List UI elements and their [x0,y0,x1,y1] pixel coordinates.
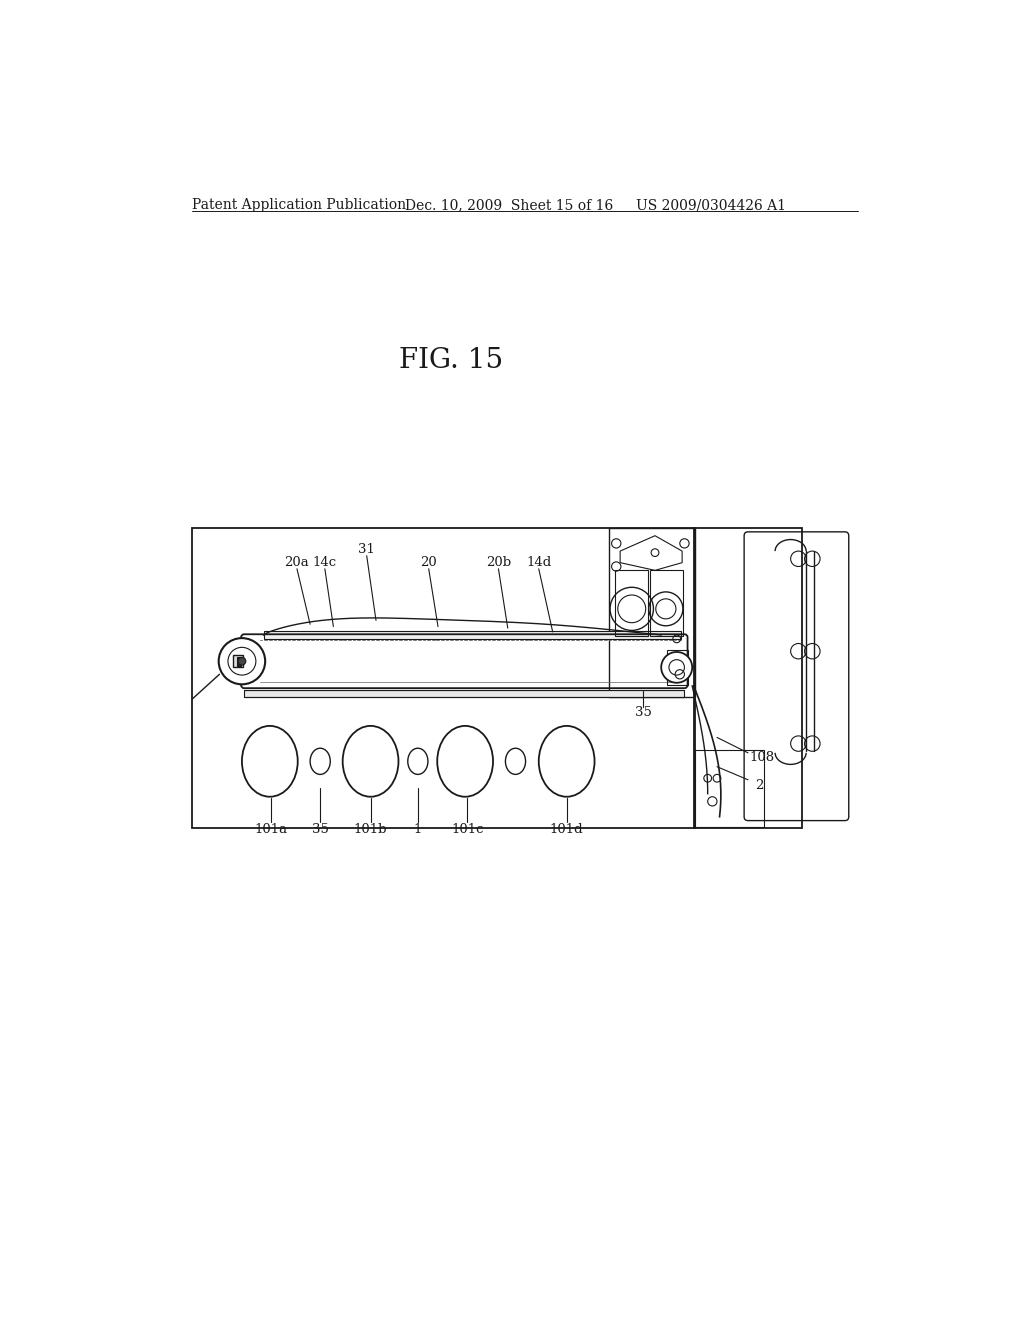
Text: 108: 108 [750,751,774,764]
Bar [193,528,694,829]
Text: 101a: 101a [255,824,288,837]
Text: 101b: 101b [354,824,387,837]
Text: US 2009/0304426 A1: US 2009/0304426 A1 [636,198,786,213]
Bar [693,528,802,829]
Text: FIG. 15: FIG. 15 [399,347,504,374]
Text: 20a: 20a [285,556,309,569]
Circle shape [219,638,265,684]
Text: 2: 2 [756,779,764,792]
Bar [233,655,243,668]
Bar [667,649,688,685]
Bar [263,631,681,639]
Text: 101c: 101c [452,824,483,837]
Circle shape [662,652,692,682]
Text: 31: 31 [358,543,375,556]
Text: Dec. 10, 2009  Sheet 15 of 16: Dec. 10, 2009 Sheet 15 of 16 [406,198,613,213]
Text: 1: 1 [414,824,422,837]
Bar [245,689,684,697]
Bar [694,750,764,826]
Text: Patent Application Publication: Patent Application Publication [191,198,406,213]
Bar [614,570,648,636]
Bar [608,528,695,697]
Text: 14d: 14d [526,556,551,569]
Text: 35: 35 [311,824,329,837]
Circle shape [238,657,246,665]
Text: 20b: 20b [485,556,511,569]
Text: 101d: 101d [550,824,584,837]
Text: 35: 35 [635,706,652,719]
Text: 14c: 14c [312,556,337,569]
Text: 20: 20 [420,556,437,569]
Bar [649,570,683,636]
Bar [237,656,241,665]
